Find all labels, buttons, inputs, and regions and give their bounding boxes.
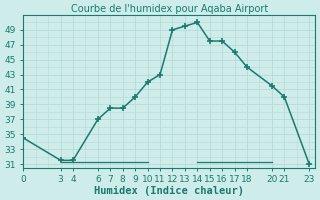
Title: Courbe de l'humidex pour Aqaba Airport: Courbe de l'humidex pour Aqaba Airport bbox=[71, 4, 268, 14]
X-axis label: Humidex (Indice chaleur): Humidex (Indice chaleur) bbox=[94, 186, 244, 196]
